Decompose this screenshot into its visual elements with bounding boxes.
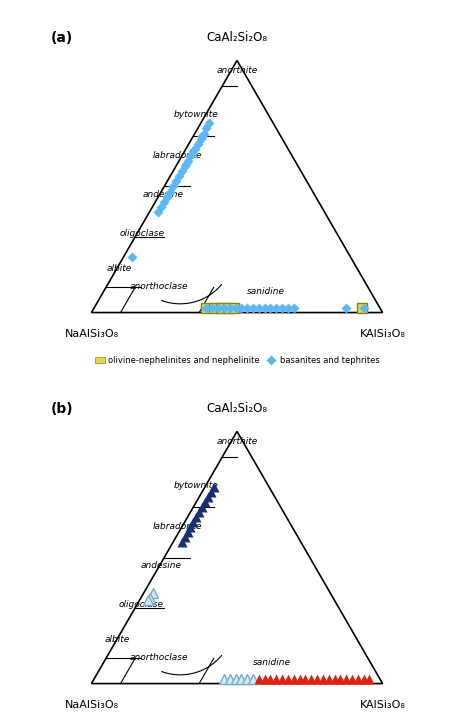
Text: andesine: andesine — [141, 561, 182, 570]
Text: KAlSi₃O₈: KAlSi₃O₈ — [360, 700, 405, 710]
Text: anorthite: anorthite — [216, 66, 258, 76]
Text: anorthoclase: anorthoclase — [129, 653, 188, 662]
Text: CaAl₂Si₂O₈: CaAl₂Si₂O₈ — [207, 31, 267, 44]
Text: bytownite: bytownite — [174, 110, 219, 119]
Text: albite: albite — [107, 264, 132, 273]
Text: oligoclase: oligoclase — [120, 229, 165, 238]
Text: albite: albite — [105, 635, 130, 645]
Text: anorthite: anorthite — [216, 438, 258, 446]
Text: CaAl₂Si₂O₈: CaAl₂Si₂O₈ — [207, 403, 267, 416]
Text: bytownite: bytownite — [174, 481, 219, 490]
Legend: olivine-nephelinites and nephelinite, basanites and tephrites: olivine-nephelinites and nephelinite, ba… — [91, 353, 383, 368]
Text: sanidine: sanidine — [247, 287, 285, 296]
Text: oligoclase: oligoclase — [118, 600, 164, 609]
Text: labradorite: labradorite — [153, 522, 202, 531]
Text: NaAlSi₃O₈: NaAlSi₃O₈ — [64, 328, 118, 338]
Text: (b): (b) — [51, 402, 74, 416]
Text: KAlSi₃O₈: KAlSi₃O₈ — [360, 328, 405, 338]
Text: (a): (a) — [51, 31, 73, 45]
Text: andesine: andesine — [142, 190, 183, 199]
Text: NaAlSi₃O₈: NaAlSi₃O₈ — [64, 700, 118, 710]
Text: anorthoclase: anorthoclase — [129, 282, 188, 291]
Text: labradorite: labradorite — [153, 151, 202, 160]
Text: sanidine: sanidine — [253, 658, 291, 667]
